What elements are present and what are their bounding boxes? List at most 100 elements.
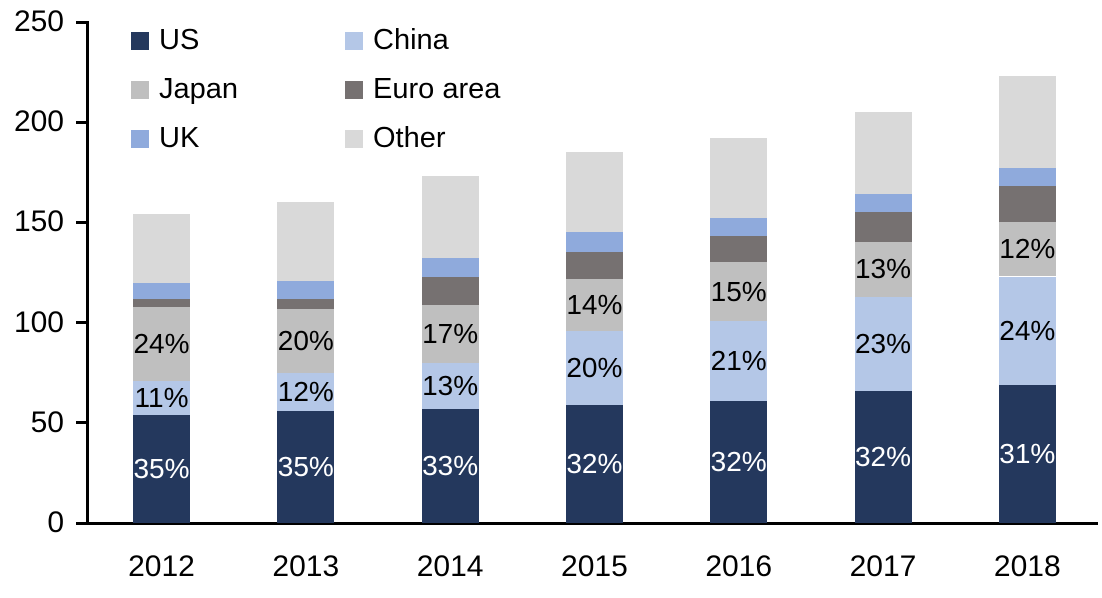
- data-label-us: 35%: [133, 452, 190, 484]
- bar-segment-japan: 12%: [998, 222, 1056, 277]
- bar-segment-euro-area: [710, 236, 768, 263]
- y-axis-tick: [76, 321, 87, 325]
- bar-segment-other: [710, 138, 768, 219]
- legend-label: China: [373, 24, 449, 56]
- bar-segment-other: [998, 76, 1056, 169]
- data-label-us: 32%: [566, 447, 623, 479]
- bar-segment-us: 31%: [998, 384, 1056, 523]
- legend-label: US: [159, 24, 200, 56]
- bar-segment-us: 32%: [854, 390, 912, 523]
- bar-segment-euro-area: [565, 252, 623, 279]
- bar-segment-uk: [710, 218, 768, 237]
- x-axis-label: 2017: [849, 550, 917, 583]
- bar-segment-japan: 14%: [565, 278, 623, 331]
- data-label-japan: 24%: [133, 327, 190, 359]
- bar-segment-euro-area: [421, 276, 479, 305]
- bar-segment-japan: 15%: [710, 262, 768, 321]
- bar-segment-other: [133, 214, 190, 283]
- x-axis-label: 2014: [416, 550, 484, 583]
- bar-segment-china: 13%: [421, 362, 479, 409]
- x-axis-label: 2013: [272, 550, 340, 583]
- bar-segment-uk: [277, 280, 335, 299]
- data-label-japan: 15%: [710, 275, 767, 307]
- bar-segment-china: 11%: [133, 380, 190, 415]
- bar-segment-uk: [133, 282, 190, 299]
- bar-segment-us: 33%: [421, 408, 479, 523]
- legend-item-china: China: [345, 16, 500, 65]
- bar-segment-uk: [421, 258, 479, 277]
- data-label-china: 11%: [134, 381, 189, 413]
- bar-segment-euro-area: [133, 298, 190, 307]
- bar-segment-us: 35%: [277, 410, 335, 523]
- legend-swatch-icon: [131, 129, 149, 148]
- y-axis-tick-label: 100: [13, 305, 64, 339]
- y-axis-tick-label: 250: [13, 5, 64, 38]
- data-label-china: 24%: [999, 314, 1056, 346]
- bar-segment-japan: 24%: [133, 306, 190, 381]
- bar-segment-other: [565, 152, 623, 233]
- chart-legend: US China Japan Euro area UK Other: [131, 16, 500, 163]
- data-label-us: 35%: [277, 450, 334, 482]
- bar-segment-other: [854, 112, 912, 195]
- bar-segment-euro-area: [854, 212, 912, 243]
- bar-segment-uk: [998, 168, 1056, 187]
- legend-item-uk: UK: [131, 114, 345, 163]
- bar-segment-japan: 13%: [854, 242, 912, 297]
- data-label-japan: 14%: [566, 288, 623, 320]
- data-label-japan: 17%: [422, 317, 479, 349]
- bar-segment-uk: [565, 232, 623, 253]
- y-axis-tick-label: 200: [13, 105, 64, 139]
- y-axis-tick: [76, 120, 87, 124]
- data-label-china: 20%: [566, 351, 623, 383]
- data-label-us: 31%: [999, 437, 1056, 469]
- data-label-us: 32%: [710, 445, 767, 477]
- x-axis-label: 2016: [705, 550, 773, 583]
- legend-item-japan: Japan: [131, 65, 345, 114]
- data-label-china: 21%: [710, 344, 767, 376]
- bar-segment-us: 35%: [133, 414, 190, 523]
- legend-item-other: Other: [345, 114, 500, 163]
- data-label-japan: 12%: [999, 233, 1056, 265]
- data-label-us: 33%: [422, 449, 479, 481]
- legend-label: UK: [159, 122, 200, 154]
- y-axis-tick: [76, 220, 87, 224]
- bar-segment-us: 32%: [565, 404, 623, 523]
- y-axis-tick: [76, 421, 87, 425]
- bar-segment-other: [277, 202, 335, 281]
- data-label-us: 32%: [854, 440, 912, 472]
- legend-label: Japan: [159, 73, 239, 105]
- legend-swatch-icon: [131, 31, 149, 50]
- x-axis-label: 2015: [561, 550, 628, 583]
- bar-segment-uk: [854, 194, 912, 213]
- x-axis-line: [76, 521, 1098, 525]
- bar-segment-china: 12%: [277, 372, 335, 411]
- bar-segment-japan: 20%: [277, 308, 335, 373]
- bar-segment-other: [421, 176, 479, 259]
- legend-swatch-icon: [345, 31, 363, 50]
- y-axis-tick-label: 0: [47, 506, 64, 539]
- data-label-japan: 13%: [854, 253, 912, 285]
- data-label-japan: 20%: [277, 324, 334, 356]
- y-axis-tick-label: 150: [13, 205, 64, 239]
- y-axis-tick-label: 50: [30, 405, 64, 439]
- legend-swatch-icon: [345, 80, 363, 99]
- legend-label: Euro area: [373, 73, 501, 105]
- legend-swatch-icon: [345, 129, 363, 148]
- data-label-china: 12%: [277, 375, 334, 407]
- bar-segment-us: 32%: [710, 400, 768, 523]
- bar-segment-euro-area: [277, 298, 335, 309]
- legend-swatch-icon: [131, 80, 149, 99]
- legend-item-euro-area: Euro area: [345, 65, 500, 114]
- y-axis-tick: [76, 20, 87, 24]
- legend-label: Other: [373, 122, 446, 154]
- y-axis-line: [85, 21, 89, 524]
- bar-segment-china: 21%: [710, 320, 768, 401]
- x-axis-label: 2012: [128, 550, 195, 583]
- data-label-china: 13%: [422, 369, 479, 401]
- bar-segment-china: 24%: [998, 276, 1056, 385]
- bar-segment-japan: 17%: [421, 304, 479, 363]
- x-axis-label: 2018: [993, 550, 1061, 583]
- legend-item-us: US: [131, 16, 345, 65]
